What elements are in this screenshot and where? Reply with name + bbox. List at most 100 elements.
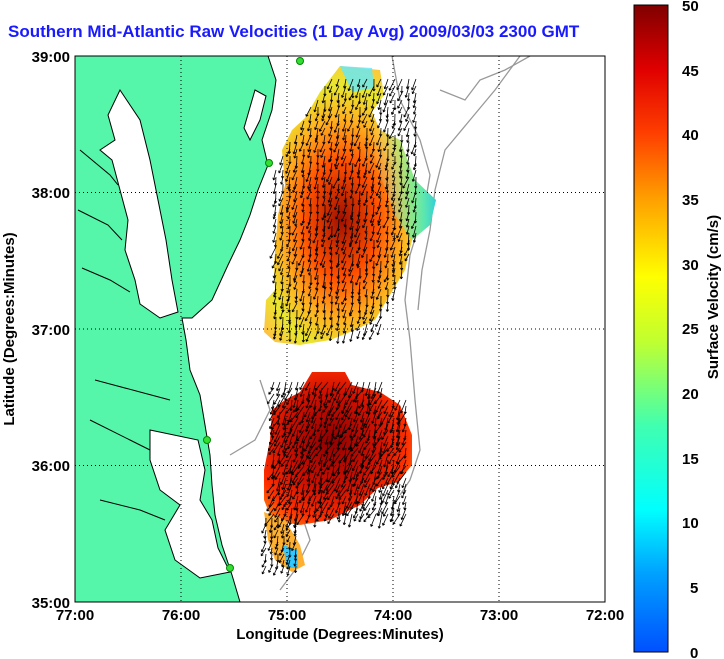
velocity-arrow <box>389 239 396 251</box>
velocity-arrow <box>293 134 298 145</box>
velocity-arrow <box>357 477 365 490</box>
velocity-arrow <box>335 501 341 514</box>
velocity-arrow <box>376 239 382 249</box>
velocity-arrow <box>350 323 354 333</box>
velocity-arrow <box>278 197 284 207</box>
velocity-arrow <box>267 489 275 500</box>
colorbar <box>633 4 669 653</box>
velocity-arrow <box>312 507 317 518</box>
velocity-arrow <box>323 489 329 500</box>
velocity-arrow <box>396 471 407 485</box>
velocity-arrow <box>369 120 375 132</box>
velocity-arrow <box>353 483 359 496</box>
velocity-arrow <box>398 197 403 207</box>
velocity-arrow <box>341 211 347 222</box>
velocity-arrow <box>321 295 326 304</box>
velocity-arrow <box>304 309 312 322</box>
velocity-arrow <box>352 507 359 519</box>
velocity-arrow <box>376 381 383 394</box>
velocity-arrow <box>398 246 403 257</box>
velocity-arrow <box>308 267 312 276</box>
velocity-arrow <box>320 501 329 514</box>
velocity-arrow <box>297 253 305 266</box>
velocity-arrow <box>292 204 298 218</box>
velocity-arrow <box>349 106 354 114</box>
velocity-arrow <box>370 218 375 227</box>
velocity-arrow <box>341 495 347 505</box>
velocity-arrow <box>377 218 382 226</box>
velocity-arrow <box>335 239 340 248</box>
velocity-arrow <box>362 309 368 320</box>
velocity-arrow <box>340 155 347 167</box>
velocity-arrow <box>356 169 361 179</box>
velocity-arrow <box>261 559 267 568</box>
velocity-arrow <box>268 507 275 516</box>
velocity-arrow <box>364 232 368 241</box>
velocity-arrow <box>340 477 347 488</box>
velocity-arrow <box>278 288 284 301</box>
velocity-arrow <box>397 190 403 201</box>
y-tick-label: 38:00 <box>32 185 70 202</box>
velocity-arrow <box>370 113 375 123</box>
velocity-arrow <box>329 141 333 151</box>
velocity-arrow <box>352 453 359 463</box>
velocity-arrow <box>405 169 410 179</box>
velocity-arrow <box>317 495 323 504</box>
velocity-arrow <box>305 134 312 146</box>
velocity-arrow <box>361 106 368 116</box>
velocity-arrow <box>294 465 305 478</box>
velocity-arrow <box>271 260 277 269</box>
velocity-arrow <box>388 78 396 91</box>
velocity-arrow <box>339 417 347 429</box>
velocity-arrow <box>361 246 368 258</box>
velocity-arrow <box>267 393 275 405</box>
velocity-arrow <box>355 99 361 111</box>
velocity-arrow <box>308 316 313 325</box>
velocity-arrow <box>305 411 311 423</box>
velocity-arrow <box>362 316 368 325</box>
velocity-arrow <box>328 330 333 342</box>
velocity-arrow <box>325 477 335 491</box>
velocity-arrow <box>363 211 368 223</box>
velocity-arrow <box>327 218 333 230</box>
velocity-arrow <box>385 113 389 122</box>
velocity-arrow <box>370 465 377 474</box>
velocity-arrow <box>387 411 395 424</box>
velocity-arrow <box>313 99 319 113</box>
velocity-arrow <box>276 387 281 397</box>
velocity-arrow <box>298 495 305 504</box>
velocity-arrow <box>291 471 299 484</box>
velocity-arrow <box>367 453 377 465</box>
velocity-arrow <box>349 190 354 199</box>
velocity-arrow <box>368 134 375 147</box>
velocity-arrow <box>335 483 341 493</box>
velocity-arrow <box>396 225 403 239</box>
velocity-arrow <box>376 225 382 236</box>
velocity-arrow <box>331 471 341 484</box>
velocity-arrow <box>357 489 365 504</box>
velocity-arrow <box>362 495 371 510</box>
velocity-arrow <box>382 435 389 447</box>
velocity-arrow <box>346 459 353 473</box>
velocity-arrow <box>356 323 361 331</box>
velocity-arrow <box>306 260 312 272</box>
velocity-arrow <box>279 547 285 556</box>
rivers <box>77 149 171 521</box>
velocity-arrow <box>349 239 354 248</box>
velocity-arrow <box>357 197 361 206</box>
velocity-arrow <box>375 155 382 168</box>
north-velocity-field <box>264 66 436 345</box>
velocity-arrow <box>336 507 341 520</box>
velocity-arrow <box>397 120 403 131</box>
velocity-arrow <box>274 423 281 435</box>
velocity-arrow <box>389 85 396 97</box>
velocity-arrow <box>335 78 340 87</box>
velocity-arrow <box>363 513 371 523</box>
velocity-arrow <box>319 120 326 132</box>
velocity-arrow <box>358 441 365 454</box>
velocity-arrow <box>368 162 375 174</box>
colorbar-tick-label: 10 <box>682 515 699 532</box>
velocity-arrow <box>274 513 281 523</box>
velocity-arrow <box>321 155 326 168</box>
velocity-arrow <box>272 441 281 454</box>
